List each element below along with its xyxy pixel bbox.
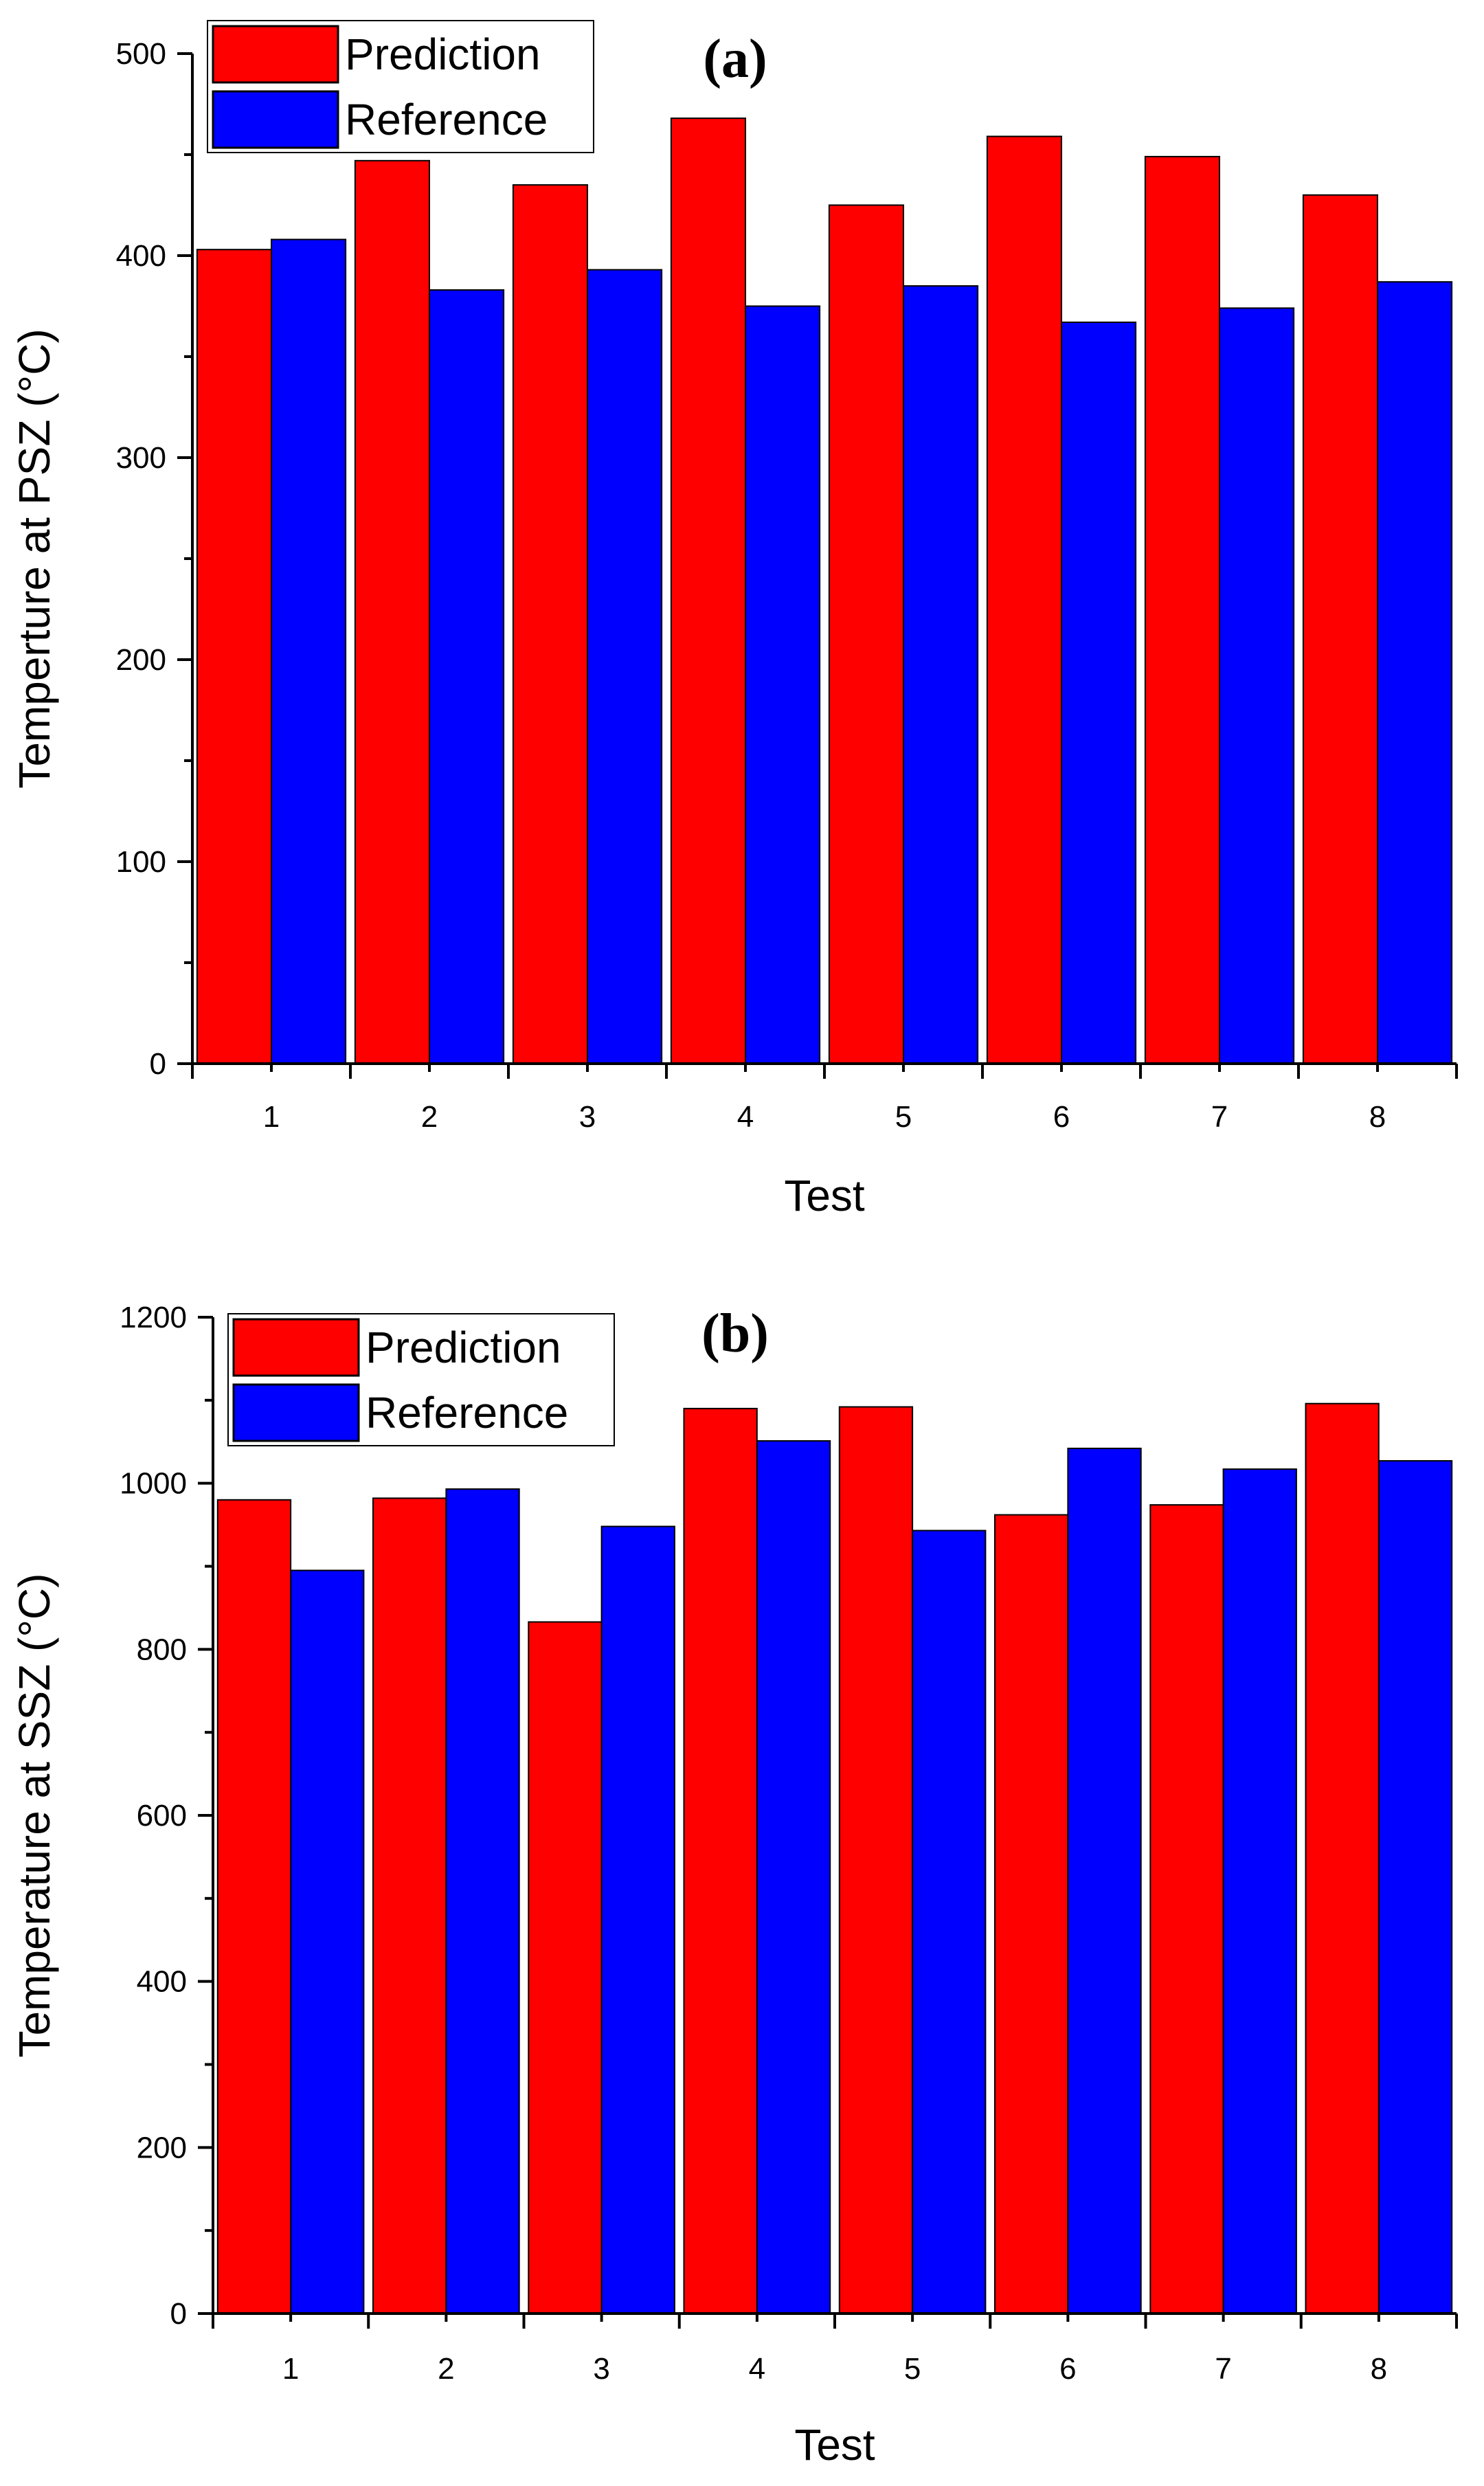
- bar-prediction-test-1: [216, 1499, 292, 2314]
- bar-prediction-test-5: [828, 204, 905, 1064]
- bar-prediction-test-4: [670, 117, 747, 1065]
- x-tick-label: 1: [263, 1100, 280, 1134]
- bar-prediction-test-5: [838, 1406, 914, 2314]
- x-tick-label: 5: [895, 1100, 912, 1134]
- legend-label-reference: Reference: [366, 1388, 568, 1437]
- x-tick-label: 4: [737, 1100, 754, 1134]
- bar-prediction-test-3: [512, 184, 589, 1065]
- bar-reference-test-5: [903, 285, 979, 1065]
- bar-prediction-test-1: [196, 249, 272, 1065]
- bar-prediction-test-6: [986, 135, 1063, 1064]
- bar-reference-test-2: [429, 289, 505, 1064]
- y-tick-label: 400: [137, 1965, 187, 1999]
- x-tick-label: 8: [1371, 2352, 1387, 2386]
- bar-prediction-test-6: [994, 1514, 1069, 2315]
- bar-prediction-test-8: [1305, 1402, 1380, 2314]
- bar-reference-test-4: [745, 305, 821, 1064]
- y-tick-label: 1200: [120, 1301, 187, 1334]
- x-tick-label: 1: [282, 2352, 299, 2386]
- x-tick-label: 6: [1053, 1100, 1070, 1134]
- bar-reference-test-2: [445, 1488, 520, 2315]
- bar-reference-test-7: [1219, 307, 1295, 1064]
- legend-swatch-reference: [212, 90, 339, 149]
- x-tick-label: 8: [1369, 1100, 1386, 1134]
- legend-label-prediction: Prediction: [366, 1323, 561, 1372]
- y-tick-label: 500: [116, 37, 166, 71]
- panel-label: (a): [703, 29, 767, 89]
- panel-label: (b): [701, 1303, 769, 1364]
- x-tick-label: 2: [438, 2352, 454, 2386]
- legend-swatch-prediction: [212, 25, 339, 84]
- y-tick-label: 100: [116, 845, 166, 879]
- y-tick-label: 600: [137, 1799, 187, 1833]
- bar-reference-test-6: [1067, 1447, 1142, 2314]
- y-tick-label: 200: [137, 2131, 187, 2164]
- y-tick-label: 400: [116, 239, 166, 273]
- x-tick-label: 3: [593, 2352, 609, 2386]
- x-tick-label: 5: [904, 2352, 921, 2386]
- chart-a: 0 100 200 300 400 500 1 2 3 4 5 6 7 8 Test Temperture a…: [10, 20, 1458, 1220]
- bar-prediction-test-3: [528, 1621, 603, 2314]
- y-tick-label: 1000: [120, 1467, 187, 1501]
- y-tick-label: 300: [116, 441, 166, 475]
- chart-b: 0 200 400 600 800 1000 1200 1 2 3 4 5 6 7 8 Test Tempera…: [10, 1301, 1458, 2470]
- x-tick-label: 7: [1215, 2352, 1231, 2386]
- bar-reference-test-7: [1222, 1468, 1297, 2315]
- y-tick-label: 0: [150, 1047, 166, 1081]
- legend-swatch-prediction: [232, 1318, 360, 1377]
- legend-label-reference: Reference: [345, 95, 548, 144]
- bar-reference-test-3: [587, 269, 663, 1065]
- bar-prediction-test-7: [1144, 155, 1221, 1064]
- x-tick-label: 2: [421, 1100, 438, 1134]
- x-tick-label: 6: [1059, 2352, 1076, 2386]
- bar-reference-test-1: [290, 1569, 365, 2314]
- bar-reference-test-8: [1377, 281, 1453, 1065]
- bar-prediction-test-2: [372, 1497, 447, 2314]
- y-tick-label: 0: [170, 2297, 187, 2331]
- bar-prediction-test-2: [354, 159, 431, 1064]
- y-axis-title: Temperture at PSZ (°C): [10, 328, 59, 788]
- x-axis-title: Test: [794, 2420, 875, 2470]
- bar-prediction-test-8: [1302, 194, 1379, 1064]
- legend-swatch-reference: [232, 1383, 360, 1442]
- bar-reference-test-3: [600, 1525, 675, 2314]
- bar-reference-test-4: [756, 1440, 831, 2314]
- y-tick-label: 800: [137, 1633, 187, 1666]
- x-tick-label: 7: [1211, 1100, 1228, 1134]
- bar-reference-test-8: [1378, 1460, 1453, 2314]
- bar-prediction-test-4: [683, 1407, 758, 2314]
- bar-reference-test-6: [1061, 322, 1137, 1064]
- bar-reference-test-5: [912, 1530, 987, 2314]
- y-axis-title: Temperature at SSZ (°C): [10, 1574, 59, 2058]
- legend-label-prediction: Prediction: [345, 30, 541, 79]
- bar-reference-test-1: [271, 238, 347, 1064]
- x-tick-label: 3: [579, 1100, 596, 1134]
- x-tick-label: 4: [749, 2352, 765, 2386]
- bar-prediction-test-7: [1149, 1504, 1224, 2315]
- x-axis-title: Test: [784, 1171, 865, 1220]
- y-tick-label: 200: [116, 643, 166, 677]
